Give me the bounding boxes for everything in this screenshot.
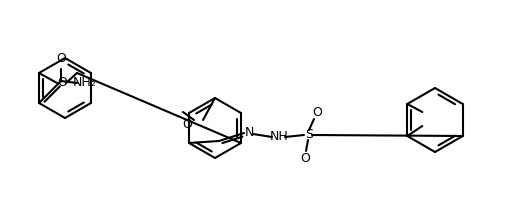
Text: O: O: [312, 106, 322, 119]
Text: O: O: [182, 118, 192, 131]
Text: N: N: [244, 125, 254, 138]
Text: O: O: [300, 151, 310, 164]
Text: O: O: [56, 52, 66, 66]
Text: S: S: [305, 128, 313, 141]
Text: NH₂: NH₂: [73, 76, 97, 89]
Text: NH: NH: [270, 130, 288, 142]
Text: O: O: [57, 76, 67, 89]
